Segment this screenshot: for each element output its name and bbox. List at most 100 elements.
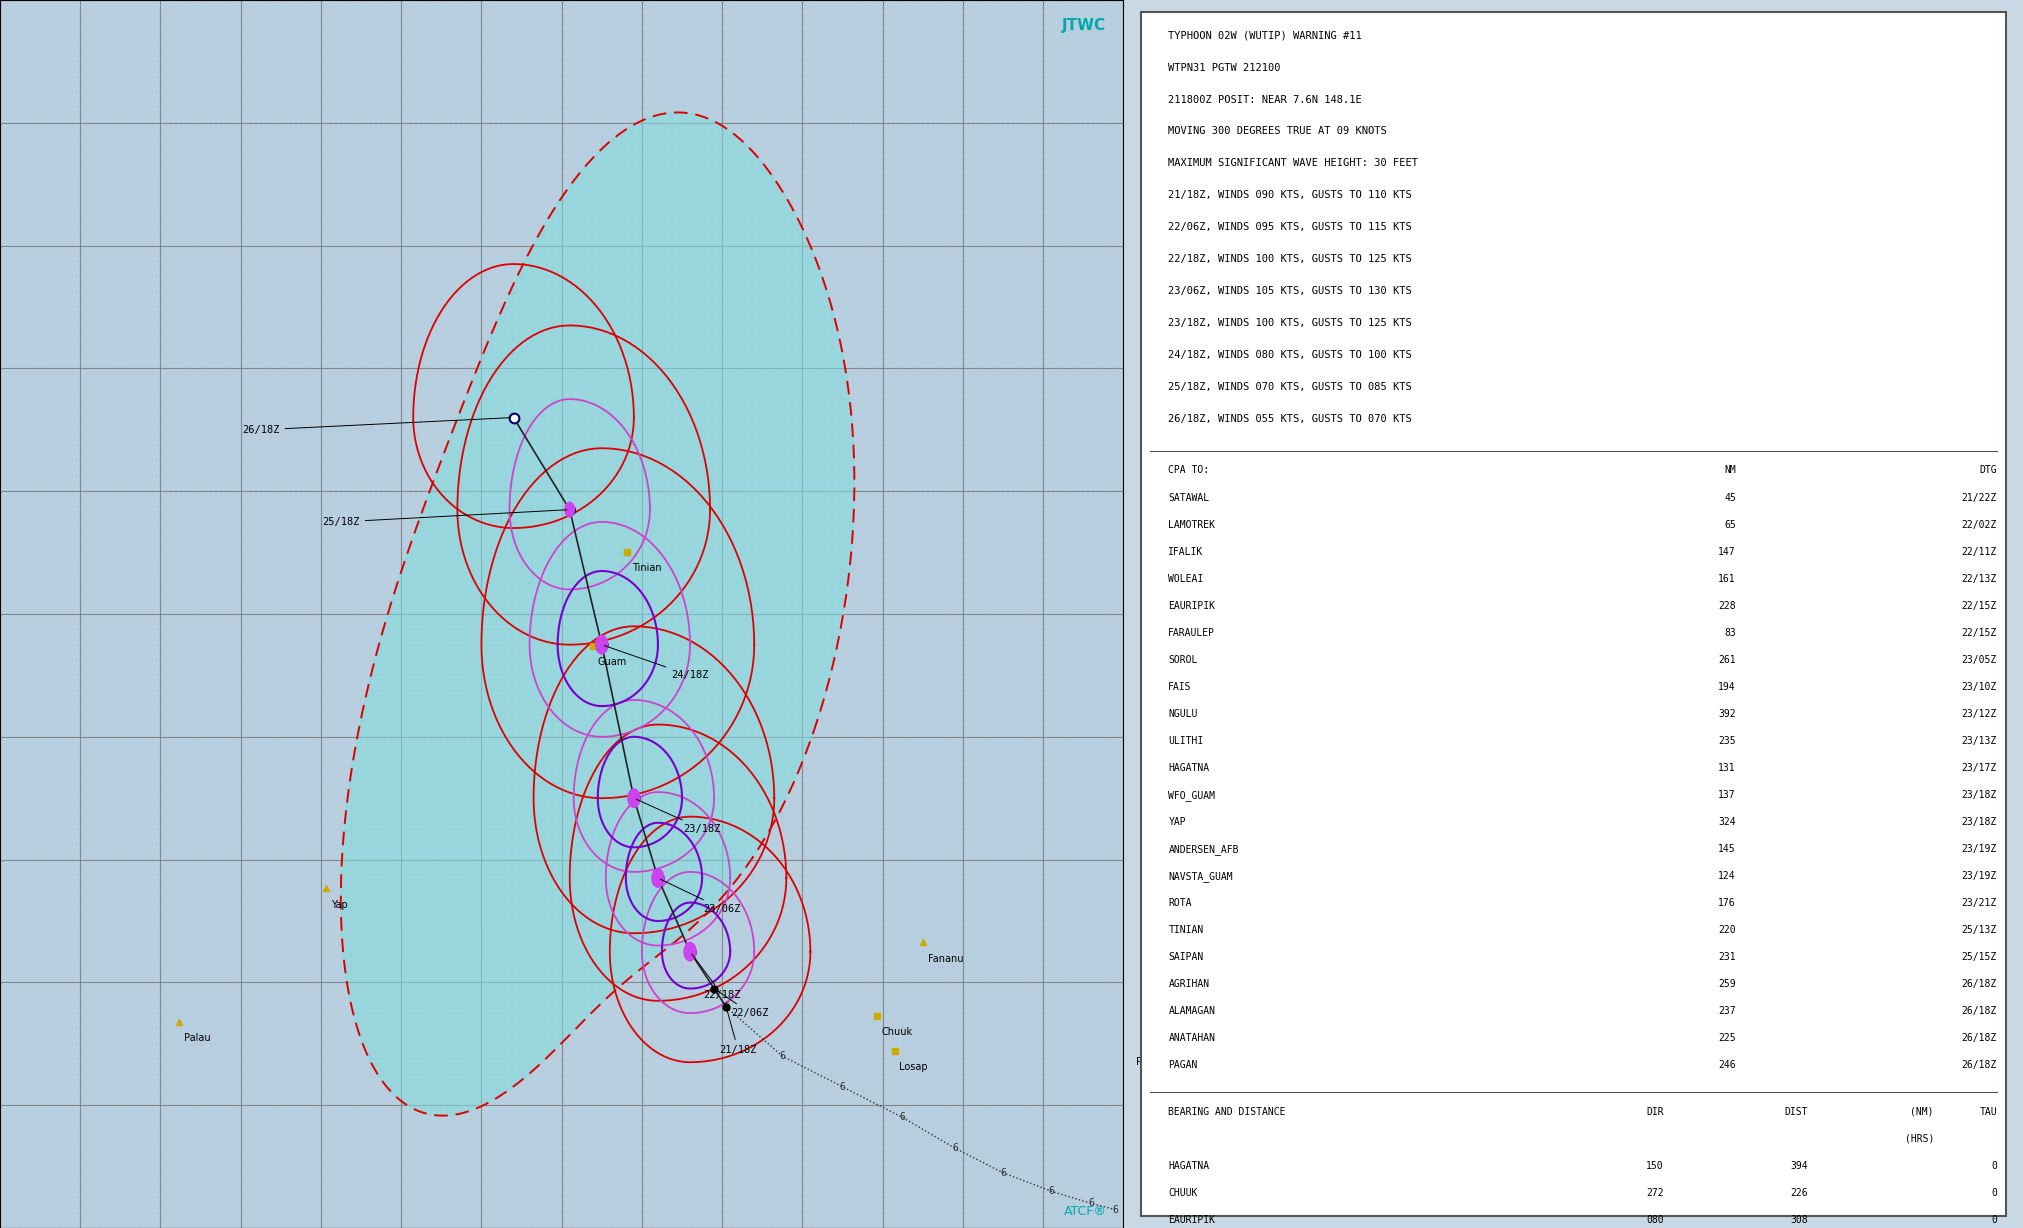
Text: 161: 161: [1718, 573, 1736, 583]
Text: 23/05Z: 23/05Z: [1960, 655, 1997, 664]
Text: HAGATNA: HAGATNA: [1167, 1160, 1210, 1170]
Text: 25/18Z, WINDS 070 KTS, GUSTS TO 085 KTS: 25/18Z, WINDS 070 KTS, GUSTS TO 085 KTS: [1167, 382, 1412, 392]
Text: 6: 6: [951, 1143, 957, 1153]
Text: YAP: YAP: [1167, 817, 1185, 826]
Text: SOROL: SOROL: [1167, 655, 1198, 664]
Text: AGRIHAN: AGRIHAN: [1167, 979, 1210, 989]
Text: 23/18Z: 23/18Z: [1960, 790, 1997, 799]
Text: 237: 237: [1718, 1006, 1736, 1016]
Text: 226: 226: [1788, 1187, 1807, 1197]
Text: 261: 261: [1718, 655, 1736, 664]
Text: 176: 176: [1718, 898, 1736, 907]
Text: 235: 235: [1718, 736, 1736, 745]
Text: Losap: Losap: [898, 1062, 929, 1072]
Text: (HRS): (HRS): [1904, 1133, 1934, 1143]
Text: IFALIK: IFALIK: [1167, 546, 1204, 556]
Circle shape: [651, 869, 664, 887]
Text: 22/15Z: 22/15Z: [1960, 600, 1997, 610]
Circle shape: [564, 502, 575, 517]
Text: BEARING AND DISTANCE: BEARING AND DISTANCE: [1167, 1106, 1285, 1116]
Text: TINIAN: TINIAN: [1167, 925, 1204, 935]
Text: LAMOTREK: LAMOTREK: [1167, 519, 1214, 529]
Text: 231: 231: [1718, 952, 1736, 962]
Text: 22/13Z: 22/13Z: [1960, 573, 1997, 583]
Text: 45: 45: [1724, 492, 1736, 502]
Text: NAVSTA_GUAM: NAVSTA_GUAM: [1167, 871, 1232, 882]
Text: 392: 392: [1718, 709, 1736, 718]
Text: FAIS: FAIS: [1167, 682, 1192, 691]
Text: 6: 6: [722, 1002, 728, 1012]
Text: MAXIMUM SIGNIFICANT WAVE HEIGHT: 30 FEET: MAXIMUM SIGNIFICANT WAVE HEIGHT: 30 FEET: [1167, 158, 1418, 168]
Text: 0: 0: [1991, 1187, 1997, 1197]
Text: 23/06Z: 23/06Z: [659, 879, 740, 914]
Text: 22/11Z: 22/11Z: [1960, 546, 1997, 556]
Polygon shape: [340, 113, 854, 1115]
Text: WOLEAI: WOLEAI: [1167, 573, 1204, 583]
Text: DIR: DIR: [1645, 1106, 1663, 1116]
Text: TYPHOON 02W (WUTIP) WARNING #11: TYPHOON 02W (WUTIP) WARNING #11: [1167, 31, 1361, 41]
Text: 394: 394: [1788, 1160, 1807, 1170]
Text: PAGAN: PAGAN: [1167, 1060, 1198, 1070]
Text: 23/10Z: 23/10Z: [1960, 682, 1997, 691]
Text: 324: 324: [1718, 817, 1736, 826]
Text: 22/18Z: 22/18Z: [692, 954, 740, 1000]
Text: FARAULEP: FARAULEP: [1167, 628, 1214, 637]
Text: 23/19Z: 23/19Z: [1960, 871, 1997, 880]
Text: 83: 83: [1724, 628, 1736, 637]
Text: Yap: Yap: [332, 899, 348, 910]
Text: 6: 6: [900, 1113, 904, 1122]
Text: 23/21Z: 23/21Z: [1960, 898, 1997, 907]
Text: 6: 6: [840, 1082, 846, 1092]
Text: 211800Z POSIT: NEAR 7.6N 148.1E: 211800Z POSIT: NEAR 7.6N 148.1E: [1167, 95, 1361, 104]
Text: 6: 6: [999, 1168, 1005, 1178]
Text: 150: 150: [1645, 1160, 1663, 1170]
Text: MOVING 300 DEGREES TRUE AT 09 KNOTS: MOVING 300 DEGREES TRUE AT 09 KNOTS: [1167, 126, 1386, 136]
Text: WTPN31 PGTW 212100: WTPN31 PGTW 212100: [1167, 63, 1281, 72]
Circle shape: [627, 788, 639, 808]
Text: 124: 124: [1718, 871, 1736, 880]
Text: TAU: TAU: [1978, 1106, 1997, 1116]
Text: 22/18Z, WINDS 100 KTS, GUSTS TO 125 KTS: 22/18Z, WINDS 100 KTS, GUSTS TO 125 KTS: [1167, 254, 1412, 264]
Text: 6: 6: [1088, 1199, 1094, 1208]
Text: DTG: DTG: [1978, 465, 1997, 475]
Text: EAURIPIK: EAURIPIK: [1167, 1214, 1214, 1224]
Text: Palau: Palau: [184, 1033, 210, 1044]
Text: 22/02Z: 22/02Z: [1960, 519, 1997, 529]
Text: 22/15Z: 22/15Z: [1960, 628, 1997, 637]
Text: ANATAHAN: ANATAHAN: [1167, 1033, 1214, 1043]
Text: 26/18Z: 26/18Z: [1960, 1006, 1997, 1016]
Text: EAURIPIK: EAURIPIK: [1167, 600, 1214, 610]
Text: 25/18Z: 25/18Z: [322, 510, 566, 527]
Text: 23/12Z: 23/12Z: [1960, 709, 1997, 718]
Text: 22/06Z: 22/06Z: [716, 990, 769, 1018]
Text: 0: 0: [1991, 1160, 1997, 1170]
Text: 23/17Z: 23/17Z: [1960, 763, 1997, 772]
Text: 23/18Z, WINDS 100 KTS, GUSTS TO 125 KTS: 23/18Z, WINDS 100 KTS, GUSTS TO 125 KTS: [1167, 318, 1412, 328]
Text: 308: 308: [1788, 1214, 1807, 1224]
Text: SAIPAN: SAIPAN: [1167, 952, 1204, 962]
Text: 65: 65: [1724, 519, 1736, 529]
Text: ULITHI: ULITHI: [1167, 736, 1204, 745]
Text: ANDERSEN_AFB: ANDERSEN_AFB: [1167, 844, 1238, 855]
Text: 25/13Z: 25/13Z: [1960, 925, 1997, 935]
Text: 6: 6: [1048, 1186, 1054, 1196]
Text: 6: 6: [779, 1051, 785, 1061]
Text: 145: 145: [1718, 844, 1736, 853]
Text: 0: 0: [1991, 1214, 1997, 1224]
Text: CPA TO:: CPA TO:: [1167, 465, 1210, 475]
Text: 259: 259: [1718, 979, 1736, 989]
Text: ATCF®: ATCF®: [1062, 1205, 1107, 1218]
Text: 24/18Z, WINDS 080 KTS, GUSTS TO 100 KTS: 24/18Z, WINDS 080 KTS, GUSTS TO 100 KTS: [1167, 350, 1412, 360]
Text: Guam: Guam: [597, 657, 627, 667]
Text: 246: 246: [1718, 1060, 1736, 1070]
Text: 220: 220: [1718, 925, 1736, 935]
Text: 131: 131: [1718, 763, 1736, 772]
Text: 23/06Z, WINDS 105 KTS, GUSTS TO 130 KTS: 23/06Z, WINDS 105 KTS, GUSTS TO 130 KTS: [1167, 286, 1412, 296]
Text: 23/18Z: 23/18Z: [1960, 817, 1997, 826]
Text: 23/18Z: 23/18Z: [635, 799, 720, 834]
Text: CHUUK: CHUUK: [1167, 1187, 1198, 1197]
Text: 24/18Z: 24/18Z: [605, 646, 708, 680]
Text: Chuuk: Chuuk: [880, 1027, 912, 1038]
Text: NM: NM: [1724, 465, 1736, 475]
Text: 23/13Z: 23/13Z: [1960, 736, 1997, 745]
